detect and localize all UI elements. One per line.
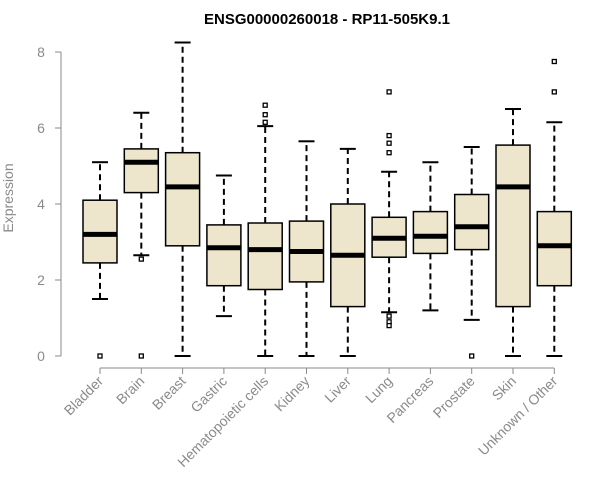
iqr-box	[495, 144, 531, 308]
box-brain	[123, 111, 160, 359]
x-tick-label: Kidney	[271, 373, 313, 415]
iqr-box	[453, 193, 490, 251]
box-hematopoietic-cells	[247, 102, 283, 357]
box-kidney	[288, 140, 325, 357]
iqr-box	[82, 199, 118, 264]
outlier-point	[386, 140, 392, 146]
outlier-point	[138, 256, 144, 262]
boxes-group	[82, 41, 573, 359]
y-tick-label: 4	[37, 196, 45, 212]
y-tick-label: 0	[37, 348, 45, 364]
box-lung	[371, 89, 407, 329]
box-skin	[495, 108, 531, 357]
x-tick-label: Liver	[321, 373, 354, 406]
outlier-point	[551, 58, 557, 65]
y-axis: 0 2 4 6 8	[37, 44, 62, 364]
outlier-point	[262, 102, 268, 108]
outlier-point	[97, 353, 103, 359]
iqr-box	[206, 224, 242, 287]
y-tick-label: 8	[37, 44, 45, 60]
box-breast	[164, 41, 201, 357]
iqr-box	[247, 222, 283, 291]
iqr-box	[123, 148, 160, 194]
chart-title: ENSG00000260018 - RP11-505K9.1	[204, 11, 450, 28]
box-liver	[330, 147, 366, 357]
iqr-box	[412, 210, 449, 255]
box-unknown-other	[536, 58, 573, 357]
iqr-box	[536, 210, 573, 287]
outlier-point	[386, 313, 392, 319]
x-tick-label: Brain	[113, 373, 147, 407]
box-bladder	[82, 161, 118, 359]
iqr-box	[164, 151, 201, 247]
outlier-point	[386, 322, 392, 329]
x-tick-label: Lung	[362, 373, 395, 406]
box-pancreas	[412, 161, 449, 312]
outlier-point	[386, 132, 392, 139]
box-gastric	[206, 174, 242, 318]
x-tick-label: Breast	[149, 373, 189, 413]
y-axis-label: Expression	[0, 163, 16, 232]
y-tick-label: 2	[37, 272, 45, 288]
outlier-point	[386, 89, 392, 95]
outlier-point	[469, 353, 475, 359]
y-tick-label: 6	[37, 120, 45, 136]
x-tick-label: Bladder	[61, 373, 107, 419]
outlier-point	[386, 150, 392, 156]
x-tick-label: Skin	[489, 373, 520, 404]
outlier-point	[262, 112, 268, 118]
outlier-point	[551, 89, 557, 95]
outlier-point	[138, 353, 144, 359]
box-prostate	[453, 146, 490, 359]
outlier-point	[262, 119, 268, 125]
x-tick-label: Prostate	[430, 373, 478, 421]
